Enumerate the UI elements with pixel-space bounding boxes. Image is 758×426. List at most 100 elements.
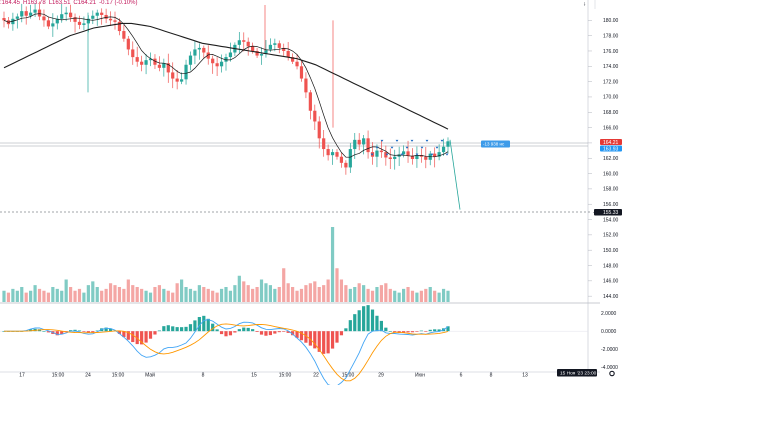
volume-bar — [60, 290, 64, 302]
volume-bar — [100, 290, 104, 302]
candle-body — [37, 9, 42, 17]
volume-bar — [184, 287, 188, 302]
candle-body — [153, 58, 157, 65]
volume-bar — [379, 285, 383, 302]
candle-body — [255, 50, 259, 56]
volume-bar — [15, 290, 19, 302]
macd-histogram-bar — [402, 331, 406, 333]
macd-histogram-bar — [73, 329, 77, 332]
candle-body — [180, 79, 184, 82]
candle-body — [446, 141, 450, 147]
time-tick-label: Май — [145, 372, 155, 379]
candle-body — [100, 12, 104, 15]
candle-body — [166, 63, 170, 73]
macd-histogram-bar — [215, 329, 219, 332]
volume-bar — [108, 283, 113, 302]
candle-body — [144, 60, 148, 65]
candle-body — [219, 61, 224, 67]
volume-bar — [339, 279, 344, 302]
candle-body — [339, 156, 344, 163]
candle-body — [242, 40, 246, 42]
volume-bar — [406, 287, 410, 302]
macd-histogram-bar — [126, 331, 130, 340]
candle-body — [60, 14, 64, 19]
time-tick-label: 17 — [19, 373, 25, 379]
candle-body — [211, 58, 215, 64]
volume-bar — [410, 290, 415, 302]
candle-body — [2, 18, 6, 21]
candle-body — [353, 139, 357, 150]
macd-tick-label: 0.0000 — [601, 329, 617, 335]
candle-body — [335, 152, 339, 157]
macd-histogram-bar — [357, 310, 361, 332]
volume-bar — [64, 279, 68, 302]
volume-bar — [317, 287, 321, 302]
volume-bar — [55, 288, 59, 302]
candle-body — [29, 12, 33, 16]
candle-body — [424, 156, 428, 160]
volume-bar — [153, 287, 157, 302]
countdown-badge — [481, 140, 510, 148]
volume-bar — [162, 288, 166, 302]
macd-histogram-bar — [379, 320, 383, 332]
volume-bar — [308, 283, 312, 302]
macd-histogram-bar — [366, 305, 370, 332]
signal-marker — [395, 139, 399, 142]
candle-body — [322, 138, 326, 150]
macd-histogram-bar — [148, 331, 153, 339]
macd-histogram-bar — [326, 331, 330, 354]
price-tick-label: 152.00 — [603, 233, 619, 239]
macd-histogram-bar — [370, 309, 375, 332]
volume-bar — [415, 292, 419, 302]
candle-body — [24, 11, 28, 16]
macd-histogram-bar — [122, 331, 126, 338]
candle-body — [384, 152, 388, 158]
macd-histogram-bar — [175, 327, 179, 332]
volume-bar — [344, 285, 348, 302]
candle-body — [82, 23, 86, 25]
volume-bar — [2, 290, 6, 302]
volume-bar — [42, 290, 46, 302]
macd-histogram-bar — [344, 328, 348, 332]
macd-histogram-bar — [282, 331, 286, 332]
candle-body — [188, 55, 193, 65]
signal-marker — [430, 153, 434, 156]
candle-body — [171, 72, 175, 79]
price-tick-label: 176.00 — [603, 49, 619, 55]
volume-bar — [237, 275, 241, 302]
macd-histogram-bar — [233, 331, 237, 333]
macd-histogram-bar — [197, 317, 201, 332]
candle-body — [113, 20, 117, 22]
macd-histogram-bar — [95, 330, 99, 332]
candle-body — [117, 21, 122, 32]
volume-bar — [171, 292, 175, 302]
candle-body — [326, 149, 330, 156]
macd-histogram-bar — [384, 327, 388, 332]
price-tick-label: 158.00 — [603, 187, 619, 193]
macd-histogram-bar — [206, 318, 210, 332]
candle-body — [126, 38, 130, 50]
time-tick-label: 15:00 — [279, 373, 292, 379]
volume-bar — [362, 285, 366, 302]
volume-bar — [393, 290, 397, 302]
chart-canvas[interactable]: 180.00 178.00 176.00 174.00 172.00 170.00 168.… — [0, 0, 626, 387]
volume-bar — [69, 287, 73, 302]
volume-bar — [219, 288, 224, 302]
settings-gear-icon[interactable] — [609, 370, 615, 377]
candle-body — [357, 139, 361, 145]
macd-histogram-bar — [184, 326, 188, 332]
candle-body — [366, 138, 370, 153]
candle-body — [282, 47, 286, 51]
candle-body — [184, 64, 188, 80]
candle-body — [224, 57, 228, 62]
macd-histogram-bar — [437, 329, 441, 332]
volume-bar — [397, 292, 401, 302]
volume-bar — [157, 285, 161, 302]
volume-bar — [441, 288, 446, 302]
volume-bar — [86, 285, 90, 302]
macd-histogram-bar — [277, 331, 281, 333]
price-tick-label: 172.00 — [603, 79, 619, 85]
time-tick-label: 15 — [251, 373, 257, 379]
candle-body — [122, 31, 126, 39]
candle-body — [375, 150, 379, 157]
